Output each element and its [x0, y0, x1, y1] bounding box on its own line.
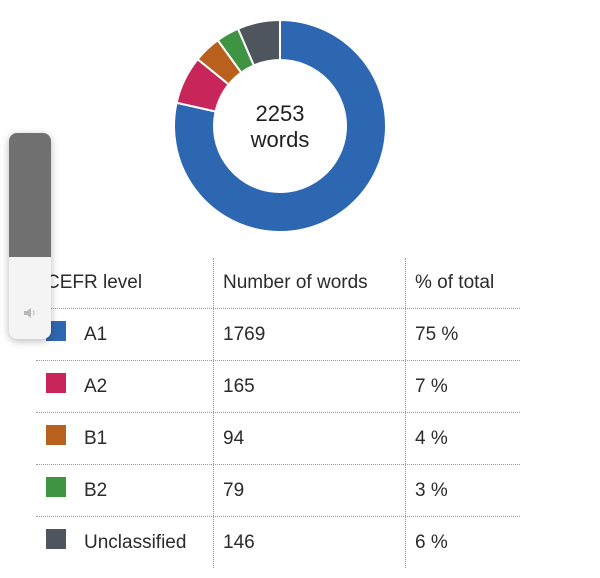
total-words-unit: words: [250, 127, 310, 152]
table-row: A2 165 7 %: [36, 361, 520, 413]
legend-swatch-a1: [46, 320, 66, 341]
level-label: Unclassified: [84, 531, 187, 553]
level-label: B2: [84, 479, 108, 501]
table-row: B2 79 3 %: [36, 465, 520, 517]
header-cefr-level: CEFR level: [46, 272, 143, 293]
level-label: B1: [84, 427, 108, 449]
volume-level-fill: [9, 133, 51, 257]
legend-swatch-unclassified: [46, 528, 66, 549]
percent-value: 7 %: [405, 361, 520, 412]
donut-slice-unclassified: [236, 18, 281, 67]
level-label: A2: [84, 375, 108, 397]
table-header-row: CEFR level Number of words % of total: [36, 258, 520, 309]
donut-center-label: 2253 words: [170, 101, 390, 153]
legend-swatch-b2: [46, 476, 66, 497]
legend-swatch-a2: [46, 372, 66, 393]
word-count: 146: [213, 517, 405, 568]
word-count: 1769: [213, 309, 405, 360]
header-percent-of-total: % of total: [405, 258, 520, 308]
table-row: Unclassified 146 6 %: [36, 517, 520, 568]
table-row: A1 1769 75 %: [36, 309, 520, 361]
volume-slider[interactable]: [9, 133, 51, 339]
total-words-value: 2253: [255, 101, 305, 126]
percent-value: 75 %: [405, 309, 520, 360]
table-row: B1 94 4 %: [36, 413, 520, 465]
word-count: 165: [213, 361, 405, 412]
word-count: 94: [213, 413, 405, 464]
cefr-table: CEFR level Number of words % of total A1…: [36, 258, 520, 568]
donut-slice-a1: [173, 18, 387, 233]
word-count: 79: [213, 465, 405, 516]
percent-value: 4 %: [405, 413, 520, 464]
level-label: A1: [84, 323, 108, 345]
legend-swatch-b1: [46, 424, 66, 445]
percent-value: 3 %: [405, 465, 520, 516]
donut-chart: [173, 18, 387, 233]
percent-value: 6 %: [405, 517, 520, 568]
speaker-icon: [24, 308, 35, 318]
header-number-of-words: Number of words: [213, 258, 405, 308]
